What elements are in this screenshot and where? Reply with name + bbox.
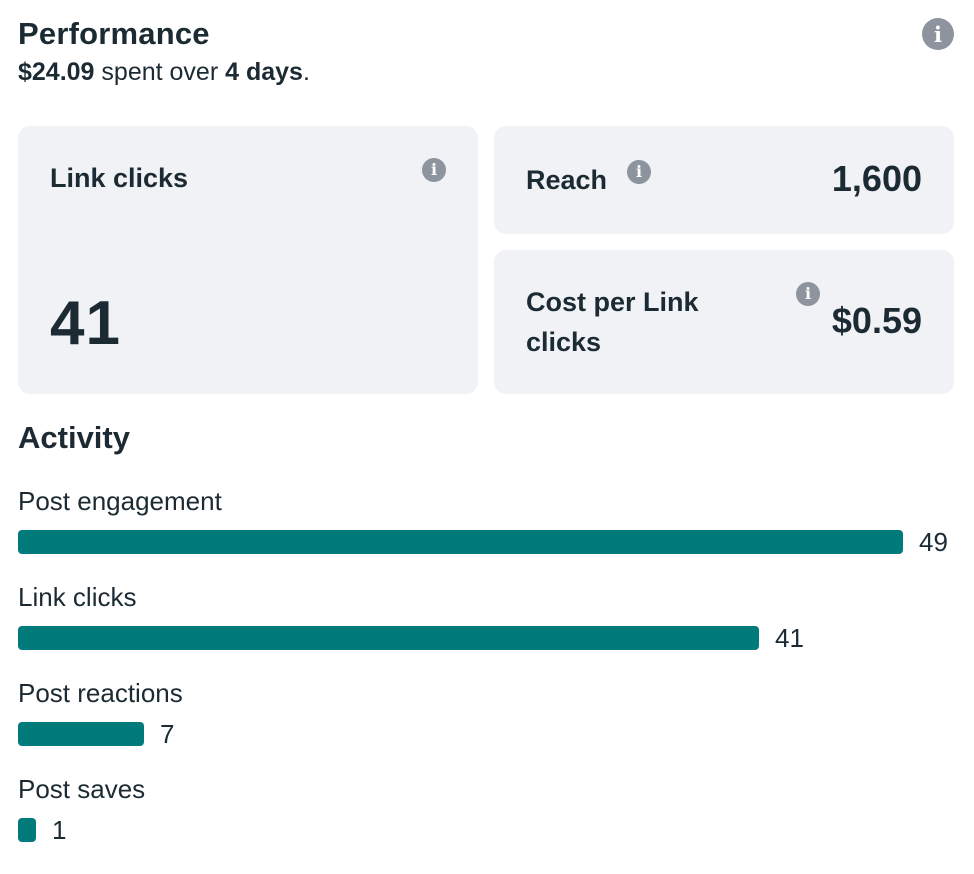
activity-label: Post engagement (18, 486, 222, 516)
activity-value: 49 (919, 527, 948, 557)
activity-bar (18, 818, 36, 842)
link-clicks-value: 41 (50, 289, 121, 358)
activity-row-link-clicks: Link clicks 41 (18, 580, 958, 676)
activity-list: Post engagement 49 Link clicks 41 Post r… (18, 484, 958, 868)
spend-duration: 4 days (225, 58, 303, 86)
activity-row-post-engagement: Post engagement 49 (18, 484, 958, 580)
cost-per-link-click-card: Cost per Link clicks i $0.59 (494, 250, 954, 394)
activity-label: Post saves (18, 774, 146, 804)
reach-card: Reach i 1,600 (494, 126, 954, 234)
summary-period: . (302, 58, 310, 86)
activity-label: Link clicks (18, 582, 137, 612)
reach-value: 1,600 (831, 158, 922, 199)
activity-bar (18, 626, 759, 650)
info-icon[interactable]: i (627, 160, 651, 184)
link-clicks-card: Link clicks i 41 (18, 126, 478, 394)
spend-summary: $24.09 spent over 4 days. (18, 58, 310, 87)
info-icon[interactable]: i (422, 158, 446, 182)
page-title: Performance (18, 16, 210, 51)
activity-bar (18, 722, 144, 746)
spent-text: spent over (101, 58, 219, 86)
link-clicks-label: Link clicks (50, 163, 189, 193)
info-icon[interactable]: i (922, 18, 954, 50)
activity-value: 1 (52, 815, 67, 845)
reach-label: Reach (526, 165, 608, 195)
activity-bar (18, 530, 903, 554)
activity-row-post-saves: Post saves 1 (18, 772, 958, 868)
activity-row-post-reactions: Post reactions 7 (18, 676, 958, 772)
spent-amount: $24.09 (18, 58, 95, 86)
activity-value: 41 (775, 623, 804, 653)
activity-title: Activity (18, 420, 130, 455)
cost-per-link-click-label: Cost per Link clicks (526, 287, 699, 357)
activity-value: 7 (160, 719, 175, 749)
activity-label: Post reactions (18, 678, 183, 708)
cost-per-link-click-value: $0.59 (831, 300, 922, 341)
info-icon[interactable]: i (796, 282, 820, 306)
